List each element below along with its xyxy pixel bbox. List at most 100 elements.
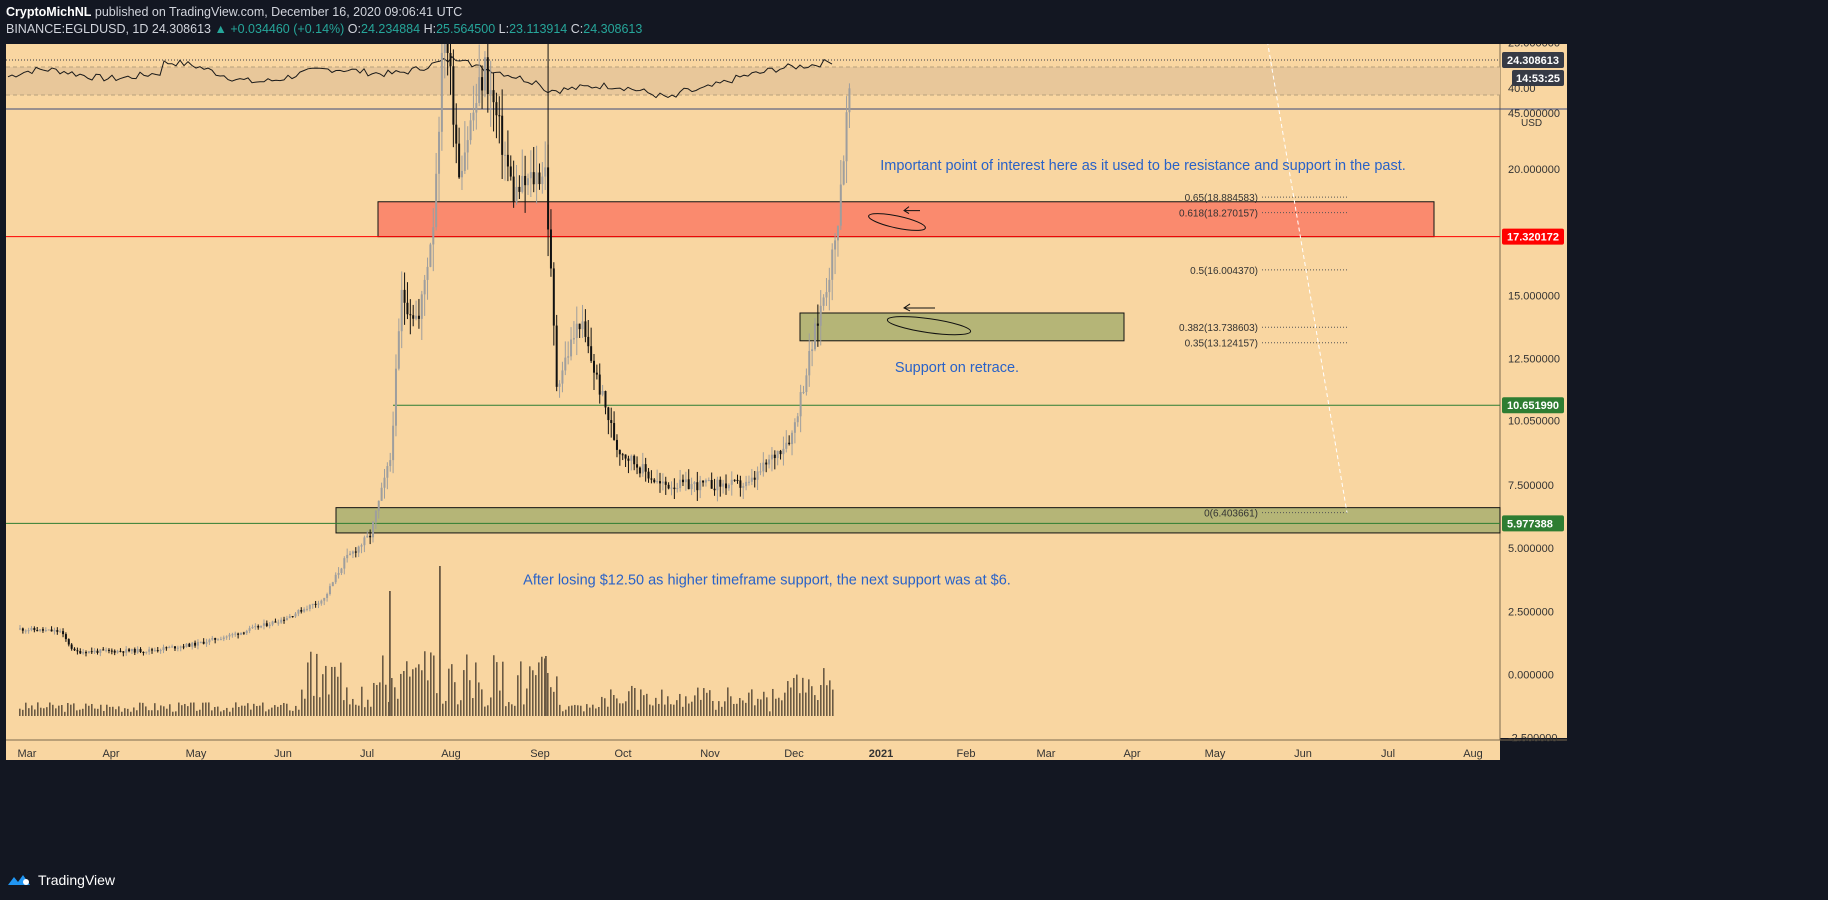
candle-body [501, 115, 504, 155]
volume-bar [724, 701, 726, 716]
volume-bar [430, 652, 432, 716]
volume-bar [595, 708, 597, 716]
volume-bar [487, 705, 489, 716]
volume-bar [745, 702, 747, 716]
volume-bar [466, 654, 468, 716]
volume-bar [46, 707, 48, 716]
volume-bar [268, 709, 270, 716]
candle-body [791, 432, 794, 445]
candle-body [265, 623, 268, 626]
candle-body [300, 610, 303, 612]
volume-bar [70, 704, 72, 716]
open-label: O: [347, 22, 361, 36]
candle-body [733, 479, 736, 481]
candle-body [357, 546, 360, 553]
candle-body [271, 621, 274, 625]
candle-body [139, 649, 142, 652]
volume-bar [706, 692, 708, 716]
candle-body [452, 66, 455, 125]
author-name[interactable]: CryptoMichNL [6, 5, 92, 19]
ohlc-line: BINANCE:EGLDUSD, 1D 24.308613 ▲ +0.03446… [6, 22, 642, 36]
candle-body [696, 482, 699, 491]
candle-body [707, 479, 710, 481]
volume-bar [499, 690, 501, 716]
candle-body [73, 648, 76, 651]
symbol-label[interactable]: BINANCE:EGLDUSD, 1D [6, 22, 149, 36]
candle-body [788, 442, 791, 445]
candle-body [343, 558, 346, 569]
volume-bar [289, 710, 291, 716]
volume-bar [790, 687, 792, 716]
candle-body [50, 629, 53, 632]
volume-bar [547, 672, 549, 716]
candle-body [768, 459, 771, 465]
volume-bar [592, 704, 594, 716]
candle-body [702, 480, 705, 483]
volume-bar [484, 706, 486, 716]
volume-bar [355, 704, 357, 716]
candle-body [478, 77, 481, 104]
x-tick-label: Dec [784, 748, 804, 760]
volume-bar [793, 678, 795, 716]
volume-bar [154, 703, 156, 716]
tradingview-brand[interactable]: TradingView [6, 872, 115, 888]
volume-bar [442, 703, 444, 716]
volume-bar [265, 711, 267, 716]
volume-bar [586, 704, 588, 716]
volume-bar [448, 668, 450, 716]
candle-body [191, 642, 194, 647]
volume-bar [664, 704, 666, 716]
volume-bar [262, 702, 264, 716]
candle-body [670, 487, 673, 489]
volume-bar [541, 656, 543, 716]
candle-body [142, 651, 145, 653]
tradingview-logo-icon [8, 875, 30, 885]
candle-body [598, 374, 601, 395]
price-chart[interactable]: 80.0040.00USD45.00000042.50000040.000000… [0, 44, 1828, 860]
candle-body [719, 479, 722, 487]
candle-body [107, 649, 110, 651]
candle-body [469, 120, 472, 141]
x-tick-label: Jun [1294, 748, 1312, 760]
candle-body [145, 651, 148, 653]
fib-level-label: 0(6.403661) [1204, 509, 1258, 520]
candle-body [687, 479, 690, 490]
volume-bar [358, 705, 360, 716]
volume-bar [646, 693, 648, 716]
candle-body [122, 651, 125, 653]
fib-level-label: 0.35(13.124157) [1185, 339, 1258, 350]
candle-body [440, 52, 443, 132]
volume-bar [784, 692, 786, 716]
candle-body [446, 44, 449, 54]
volume-bar [688, 703, 690, 716]
volume-bar [649, 704, 651, 716]
candle-body [676, 488, 679, 490]
y-tick-label: 25.000000 [1508, 44, 1560, 50]
volume-bar [49, 702, 51, 716]
candle-body [214, 638, 217, 640]
volume-bar [535, 675, 537, 716]
volume-bar [529, 666, 531, 716]
candle-body [472, 112, 475, 121]
volume-bar [472, 698, 474, 716]
candle-body [524, 175, 527, 186]
x-tick-label: Mar [18, 748, 37, 760]
volume-bar [64, 711, 66, 716]
volume-bar [172, 711, 174, 716]
candle-body [541, 176, 544, 185]
candle-body [306, 608, 308, 610]
candle-body [848, 88, 851, 113]
price-level-badge [1502, 397, 1564, 414]
candle-body [208, 639, 211, 643]
volume-bar [424, 651, 426, 716]
candle-body [389, 460, 392, 467]
volume-bar [703, 688, 705, 716]
candle-body [125, 649, 128, 653]
annotation-arrow-icon [903, 303, 935, 312]
candle-body [742, 486, 745, 488]
candle-body [750, 477, 753, 482]
volume-bar [811, 686, 813, 716]
candle-body [294, 613, 297, 617]
volume-bar [613, 695, 615, 716]
candle-body [747, 481, 750, 483]
